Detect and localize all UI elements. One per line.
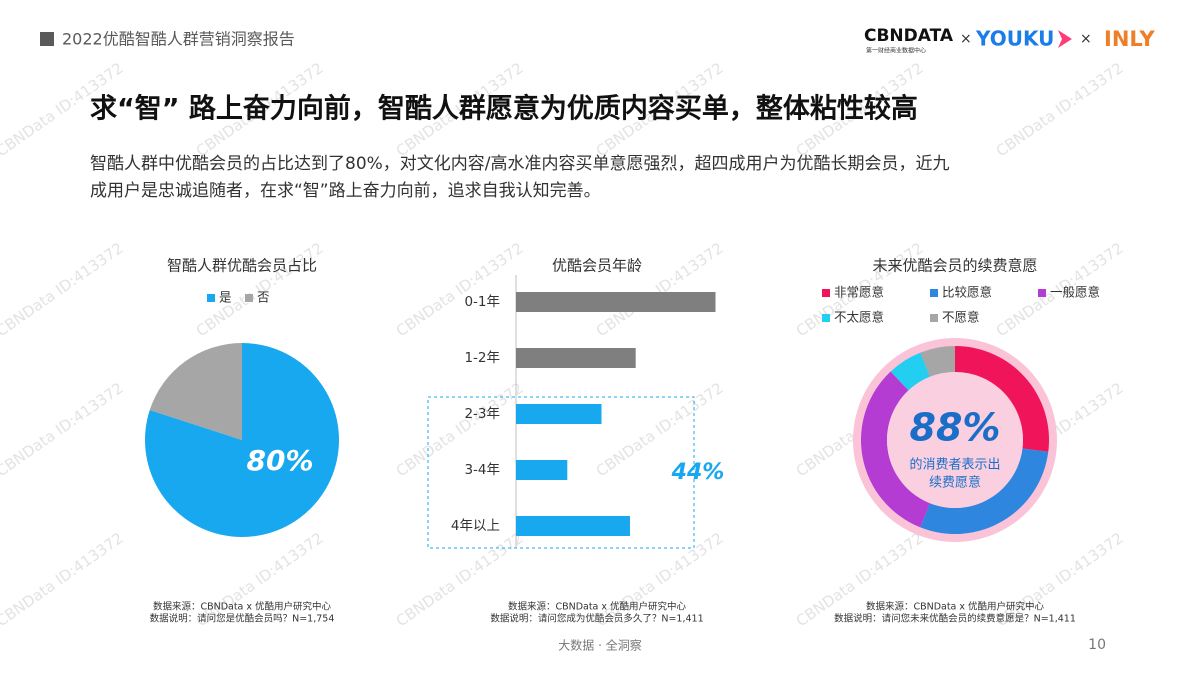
- center-text: 续费愿意: [929, 475, 981, 491]
- report-title: 2022优酷智酷人群营销洞察报告: [62, 30, 295, 49]
- legend-label: 是: [219, 290, 232, 305]
- logo-youku-icon: [1058, 30, 1072, 48]
- legend-label: 比较愿意: [942, 285, 992, 300]
- annotation: 44%: [671, 460, 725, 485]
- bar: [516, 516, 630, 536]
- logo-times: ×: [1080, 31, 1092, 47]
- watermark: CBNData ID:413372: [393, 379, 527, 480]
- chart-title: 未来优酷会员的续费意愿: [872, 257, 1037, 275]
- watermark: CBNData ID:413372: [0, 379, 127, 480]
- header-mark: [40, 32, 54, 46]
- watermark: CBNData ID:413372: [0, 529, 127, 630]
- chart-title: 智酷人群优酷会员占比: [167, 257, 317, 275]
- source-note: 数据说明：请问您是优酷会员吗？N=1,754: [150, 613, 335, 625]
- logo-inly: INLY: [1104, 27, 1155, 51]
- logo-cbn-sub: 第一财经商业数据中心: [866, 47, 926, 55]
- category-label: 0-1年: [464, 294, 500, 310]
- bar: [516, 404, 602, 424]
- legend-label: 一般愿意: [1050, 285, 1100, 300]
- center-text: 的消费者表示出: [909, 457, 1000, 473]
- slice: [920, 346, 955, 377]
- source-note: 数据说明：请问您未来优酷会员的续费意愿是？N=1,411: [834, 613, 1076, 625]
- value-label: 80%: [246, 444, 313, 477]
- legend-swatch: [930, 289, 938, 297]
- logo-times: ×: [960, 31, 972, 47]
- donut-center: [887, 372, 1023, 508]
- slice: [955, 346, 1049, 452]
- legend-label: 非常愿意: [834, 285, 884, 300]
- center-value: 88%: [910, 406, 1001, 450]
- category-label: 3-4年: [464, 462, 500, 478]
- legend-swatch: [207, 294, 215, 302]
- logo-cbn: CBNDATA: [864, 26, 954, 46]
- source-note: 数据说明：请问您成为优酷会员多久了？N=1,411: [490, 613, 703, 625]
- legend-label: 不愿意: [942, 310, 980, 325]
- legend-swatch: [245, 294, 253, 302]
- subtitle: 成用户是忠诚追随者，在求“智”路上奋力向前，追求自我认知完善。: [90, 181, 601, 201]
- subtitle: 智酷人群中优酷会员的占比达到了80%，对文化内容/高水准内容买单意愿强烈，超四成…: [90, 154, 950, 174]
- slide-title: 求“智” 路上奋力向前，智酷人群愿意为优质内容买单，整体粘性较高: [90, 93, 918, 125]
- chart-title: 优酷会员年龄: [552, 257, 642, 275]
- footer-slogan: 大数据 · 全洞察: [558, 638, 641, 653]
- bar: [516, 460, 568, 480]
- legend-label: 否: [257, 290, 270, 305]
- legend-swatch: [930, 314, 938, 322]
- legend-label: 不太愿意: [834, 310, 884, 325]
- page-number: 10: [1088, 637, 1106, 653]
- watermark: CBNData ID:413372: [593, 239, 727, 340]
- category-label: 2-3年: [464, 406, 500, 422]
- legend-swatch: [822, 289, 830, 297]
- category-label: 4年以上: [451, 518, 500, 534]
- slice: [149, 342, 242, 440]
- source-note: 数据来源：CBNData x 优酷用户研究中心: [153, 601, 332, 613]
- slice: [861, 371, 930, 528]
- slice: [920, 448, 1049, 534]
- bar: [516, 348, 636, 368]
- slice: [890, 352, 930, 391]
- source-note: 数据来源：CBNData x 优酷用户研究中心: [866, 601, 1045, 613]
- bar: [516, 292, 716, 312]
- legend-swatch: [1038, 289, 1046, 297]
- legend-swatch: [822, 314, 830, 322]
- category-label: 1-2年: [464, 350, 500, 366]
- watermark: CBNData ID:413372: [393, 239, 527, 340]
- watermark: CBNData ID:413372: [0, 239, 127, 340]
- highlight-box: [427, 396, 695, 549]
- logo-youku: YOUKU: [975, 27, 1054, 51]
- source-note: 数据来源：CBNData x 优酷用户研究中心: [508, 601, 687, 613]
- watermark: CBNData ID:413372: [993, 59, 1127, 160]
